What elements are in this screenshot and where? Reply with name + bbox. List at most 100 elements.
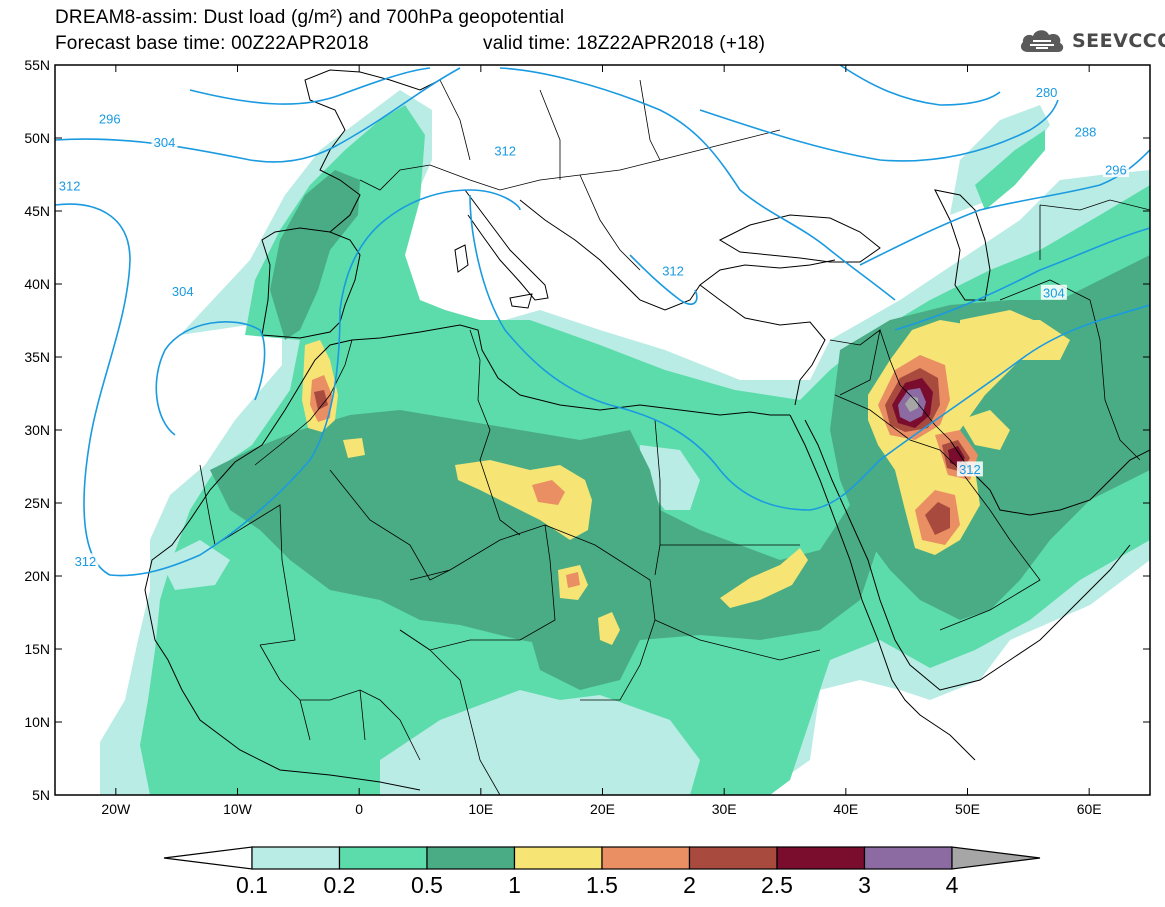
dust-area-1.5-libya: [532, 480, 565, 505]
contour-label-bg: [169, 283, 196, 299]
contour-label-bg: [492, 143, 519, 159]
coast-france-uk: [304, 69, 441, 233]
coast-gulf: [949, 439, 1150, 516]
contour-label-bg: [660, 262, 687, 278]
coast-africa-north: [351, 324, 790, 416]
coast-black-sea: [718, 214, 881, 263]
longitude-axis: 20W 10W 0 10E 20E 30E 40E 50E 60E: [101, 65, 1102, 817]
contour-304-north: [499, 67, 896, 301]
lon-tick-label: 10W: [223, 801, 253, 817]
contour-label-bg: [151, 134, 178, 150]
colorbar-swatch: [688, 846, 778, 870]
lat-tick-label: 45N: [24, 203, 50, 219]
lat-tick-label: 40N: [24, 276, 50, 292]
contour-labels: 296 304 312 304 312 312 312 304 280 288 296 304 312: [56, 13, 1129, 569]
contour-312-greece: [629, 254, 698, 305]
lat-tick-label: 20N: [24, 568, 50, 584]
colorbar-label: 4: [946, 872, 959, 898]
contour-label-bg: [72, 553, 99, 569]
contour-label: 304: [154, 135, 176, 150]
lat-tick-label: 10N: [24, 714, 50, 730]
dust-area-1.5-niger: [566, 572, 580, 588]
lon-tick-label: 20W: [101, 801, 131, 817]
latitude-axis: 55N 50N 45N 40N 35N 30N 25N 20N 15N 10N 5N: [24, 57, 1150, 803]
contour-label: 296: [99, 112, 121, 127]
contour-label-bg: [1072, 124, 1099, 140]
colorbar-label: 0.2: [324, 872, 356, 898]
colorbar-swatch: [863, 846, 953, 870]
contour-label: 312: [59, 179, 81, 194]
contour-label: 312: [959, 462, 981, 477]
cloud-icon: [1020, 30, 1064, 52]
seevccc-logo: SEEVCCC: [1018, 25, 1165, 57]
coast-italy: [464, 189, 549, 301]
contour-label: 304: [499, 14, 521, 29]
coast-iberia: [261, 227, 361, 339]
contour-288: [699, 99, 1059, 162]
border-morocco-algeria: [254, 339, 353, 466]
colorbar-label: 0.5: [411, 872, 443, 898]
dust-area-0.5-sahara: [210, 410, 880, 650]
contour-label: 304: [1043, 285, 1065, 300]
lon-tick-label: 10E: [468, 801, 493, 817]
contour-label-bg: [1040, 284, 1067, 300]
border-iran-east: [999, 279, 1141, 461]
colorbar-label: 0.1: [236, 872, 268, 898]
border-algeria-libya: [469, 329, 521, 536]
country-borders: [199, 79, 1150, 795]
dust-area-1-gulf: [960, 410, 1010, 450]
forecast-time-line: Forecast base time: 00Z22APR2018 valid ti…: [55, 33, 765, 55]
coast-turkey: [699, 284, 826, 406]
dust-hole-morocco-coast: [160, 540, 230, 590]
border-niger: [399, 524, 556, 651]
dust-area-1-chad: [598, 612, 620, 645]
lon-tick-label: 0: [355, 801, 363, 817]
border-sudan-south: [654, 619, 821, 661]
colorbar-label: 1: [508, 872, 521, 898]
border-kazakhstan: [1039, 199, 1150, 260]
contour-label-bg: [1102, 162, 1129, 178]
lon-tick-label: 30E: [712, 801, 737, 817]
dust-hole-sahel: [380, 690, 700, 795]
contour-label: 312: [662, 263, 684, 278]
valid-time: valid time: 18Z22APR2018 (+18): [483, 33, 766, 54]
contour-312-west: [55, 189, 521, 577]
lon-tick-label: 20E: [590, 801, 615, 817]
dust-area-2-morocco: [314, 390, 328, 410]
contour-312-central: [469, 194, 1150, 511]
contour-label: 312: [75, 554, 97, 569]
colorbar-label: 2: [683, 872, 696, 898]
colorbar-swatch: [776, 846, 866, 870]
lat-tick-label: 50N: [24, 130, 50, 146]
coast-sicily: [509, 293, 533, 309]
forecast-base-time: Forecast base time: 00Z22APR2018: [55, 33, 369, 54]
colorbar-swatch: [251, 846, 341, 870]
dust-area-0.2-caspian: [975, 130, 1045, 210]
coast-africa-west: [144, 339, 421, 791]
lat-tick-label: 55N: [24, 57, 50, 73]
coast-balkans-greece: [519, 199, 836, 311]
coast-caspian: [934, 189, 991, 301]
lon-tick-label: 60E: [1077, 801, 1102, 817]
contour-label: 280: [1036, 85, 1058, 100]
lat-tick-label: 15N: [24, 641, 50, 657]
border-mauritania: [199, 464, 296, 646]
dust-area-1-sudan: [720, 548, 808, 608]
border-syria-iraq: [829, 329, 881, 396]
lon-tick-label: 40E: [833, 801, 858, 817]
dust-area-1-iran: [960, 310, 1045, 345]
contour-label-bg: [96, 111, 123, 127]
contour-label-bg: [956, 461, 983, 477]
dust-area-1-libya: [455, 460, 592, 540]
coastlines: [144, 69, 1150, 791]
dust-area-2-saudi: [925, 502, 950, 535]
dust-area-0.5-iberia: [270, 170, 360, 340]
colorbar-label: 1.5: [586, 872, 618, 898]
dust-area-2.5-kuwait: [948, 446, 965, 466]
coast-sardinia: [454, 244, 469, 273]
contour-label-bg: [497, 13, 523, 28]
border-mali-algeria: [329, 469, 451, 581]
lat-tick-label: 5N: [32, 787, 50, 803]
colorbar-label: 3: [858, 872, 871, 898]
